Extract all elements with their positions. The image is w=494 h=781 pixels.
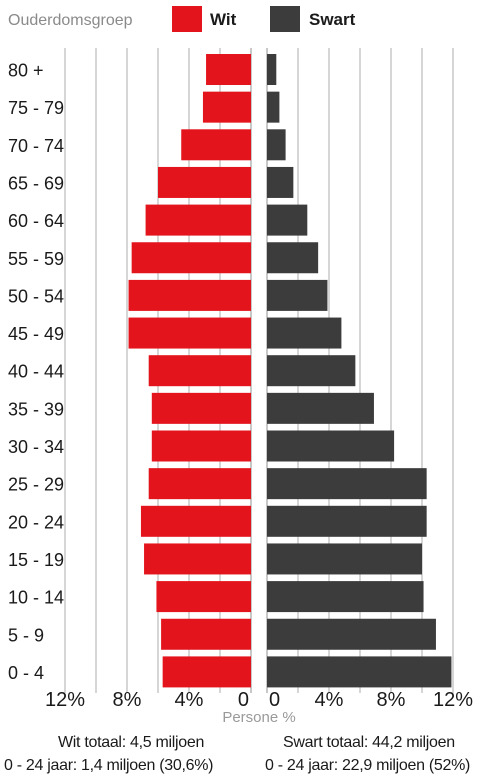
white-total: Wit totaal: 4,5 miljoen: [58, 734, 205, 751]
age-label-4: 60 - 64: [8, 211, 64, 231]
age-label-16: 0 - 4: [8, 663, 44, 683]
age-label-15: 5 - 9: [8, 625, 44, 645]
age-label-11: 25 - 29: [8, 475, 64, 495]
bar-wit-1: [202, 91, 251, 123]
bar-wit-10: [151, 430, 251, 462]
bar-wit-3: [158, 166, 251, 198]
bar-swart-6: [267, 279, 328, 311]
age-label-5: 55 - 59: [8, 249, 64, 269]
bar-swart-12: [267, 505, 427, 537]
age-label-13: 15 - 19: [8, 550, 64, 570]
x-tick-label-0: 12%: [45, 689, 85, 711]
x-tick-labels: 12% 8% 4% 0 0 4% 8% 12%: [45, 689, 473, 711]
x-tick-label-6: 8%: [377, 689, 406, 711]
bars: [128, 54, 452, 688]
bar-wit-6: [128, 279, 251, 311]
bar-swart-9: [267, 392, 374, 424]
bar-wit-8: [148, 355, 251, 387]
black-total: Swart totaal: 44,2 miljoen: [283, 734, 455, 751]
bar-swart-13: [267, 543, 422, 575]
age-label-0: 80 +: [8, 61, 44, 81]
bar-wit-2: [181, 129, 251, 161]
age-label-6: 50 - 54: [8, 286, 64, 306]
age-label-2: 70 - 74: [8, 136, 64, 156]
bar-swart-11: [267, 468, 427, 500]
legend-title: Ouderdomsgroep: [8, 12, 133, 29]
bar-wit-5: [131, 242, 251, 274]
bar-wit-9: [151, 392, 251, 424]
age-label-3: 65 - 69: [8, 173, 64, 193]
age-label-7: 45 - 49: [8, 324, 64, 344]
bar-swart-8: [267, 355, 356, 387]
x-tick-label-1: 8%: [113, 689, 142, 711]
bar-wit-0: [206, 54, 251, 85]
bar-swart-7: [267, 317, 342, 349]
bar-wit-7: [128, 317, 251, 349]
bar-swart-15: [267, 618, 436, 650]
age-label-1: 75 - 79: [8, 98, 64, 118]
legend-swatch-swart: [270, 6, 300, 32]
age-label-8: 40 - 44: [8, 362, 64, 382]
x-tick-label-5: 4%: [315, 689, 344, 711]
legend-label-wit: Wit: [210, 10, 237, 29]
bar-swart-2: [267, 129, 286, 161]
x-tick-label-4: 0: [269, 689, 280, 711]
bar-swart-1: [267, 91, 280, 123]
legend-label-swart: Swart: [309, 10, 356, 29]
bar-wit-13: [144, 543, 251, 575]
bar-swart-3: [267, 166, 294, 198]
bar-wit-12: [140, 505, 251, 537]
bar-wit-14: [156, 581, 251, 613]
age-label-10: 30 - 34: [8, 437, 64, 457]
bar-swart-5: [267, 242, 319, 274]
age-label-14: 10 - 14: [8, 588, 64, 608]
bar-wit-16: [162, 656, 251, 688]
bar-swart-14: [267, 581, 424, 613]
age-label-12: 20 - 24: [8, 512, 64, 532]
legend: Ouderdomsgroep Wit Swart: [8, 6, 356, 32]
age-label-9: 35 - 39: [8, 399, 64, 419]
x-tick-label-2: 4%: [175, 689, 204, 711]
bar-wit-4: [145, 204, 251, 236]
bar-swart-16: [267, 656, 452, 688]
x-axis-title: Persone %: [222, 709, 295, 726]
bar-swart-4: [267, 204, 308, 236]
x-tick-label-7: 12%: [433, 689, 473, 711]
white-young: 0 - 24 jaar: 1,4 miljoen (30,6%): [4, 757, 214, 774]
legend-swatch-wit: [172, 6, 202, 32]
x-tick-label-3: 0: [238, 689, 249, 711]
bar-wit-11: [148, 468, 251, 500]
bar-wit-15: [161, 618, 251, 650]
bar-swart-0: [267, 54, 277, 85]
black-young: 0 - 24 jaar: 22,9 miljoen (52%): [265, 757, 471, 774]
age-group-labels: 80 + 75 - 79 70 - 74 65 - 69 60 - 64 55 - 59 5…: [8, 61, 64, 683]
bar-swart-10: [267, 430, 395, 462]
